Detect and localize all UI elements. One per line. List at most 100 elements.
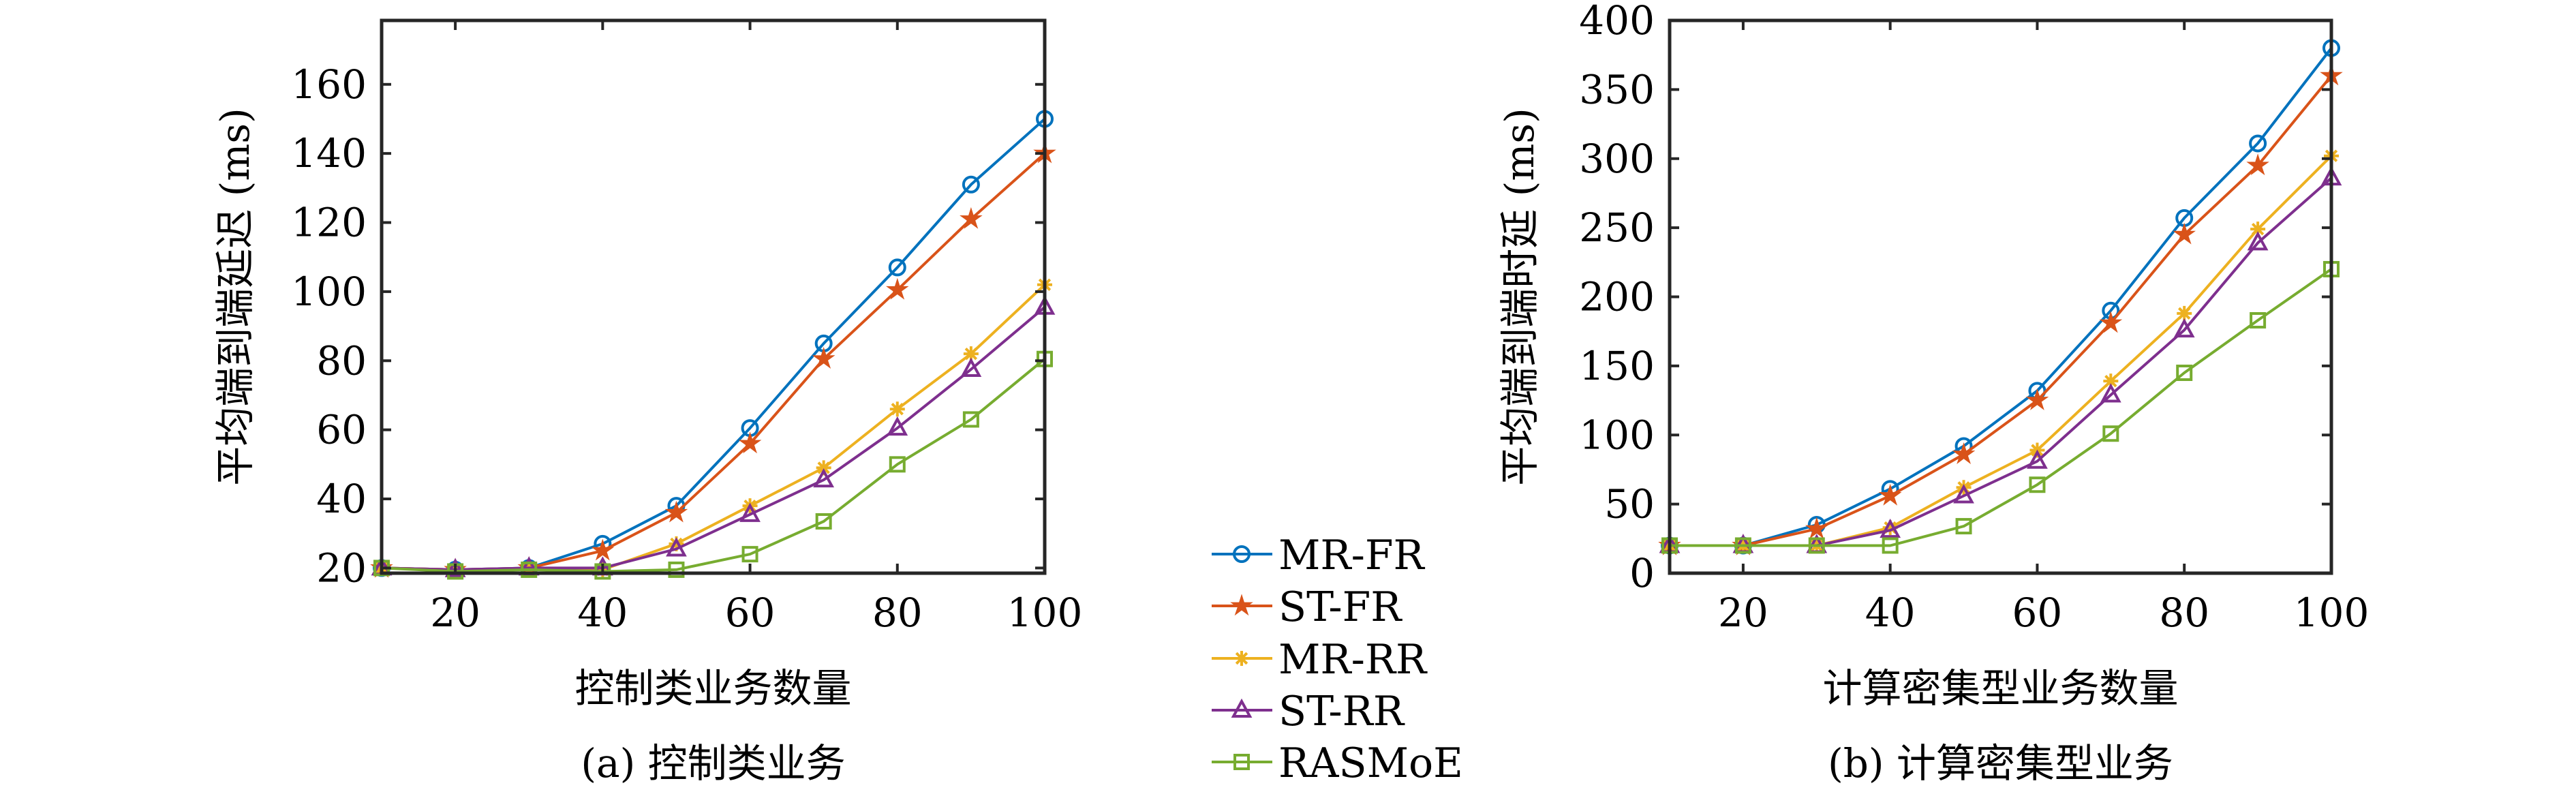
data-point [2250,311,2267,329]
data-point [887,416,908,436]
data-point [738,431,762,454]
x-tick-label: 60 [2012,590,2063,636]
series-mr-fr [373,110,1054,579]
legend-label: MR-FR [1278,532,1426,579]
data-point [664,500,688,523]
chart-caption: (a) 控制类业务 [581,740,845,787]
y-axis-label: 平均端到端时延 (ms) [1497,108,1543,485]
y-tick-label: 20 [316,545,367,591]
data-point [960,357,982,377]
data-point [2173,222,2196,245]
y-tick-label: 400 [1579,0,1655,44]
x-tick-label: 80 [2159,590,2209,636]
data-point [1955,518,1972,535]
data-point [444,558,466,577]
x-axis-label: 控制类业务数量 [574,665,851,712]
x-tick-label: 20 [430,590,480,636]
series-st-fr [370,141,1056,580]
x-tick-label: 20 [1718,590,1768,636]
data-point [813,468,835,488]
series-mr-rr [1662,148,2339,553]
y-tick-label: 300 [1579,136,1655,182]
legend-marker [1233,754,1250,770]
data-point [1882,537,1899,554]
data-point [2025,388,2049,410]
data-point [739,502,761,522]
x-tick-label: 60 [725,590,776,636]
series-line [1670,74,2333,547]
x-tick-label: 100 [1007,590,1083,636]
data-point [889,401,905,417]
y-tick-label: 140 [291,130,367,177]
data-point [963,346,979,362]
series-rasmoe [1661,260,2340,554]
series-line [381,284,1046,571]
data-point [2249,134,2267,153]
series-st-rr [371,295,1056,577]
data-point [2250,222,2266,237]
series-line [381,152,1046,571]
x-tick-label: 80 [872,590,923,636]
y-tick-label: 100 [1579,412,1655,458]
legend-label: MR-RR [1278,636,1428,684]
legend-item-st-rr: ST-RR [1212,688,1405,735]
y-tick-label: 150 [1579,343,1655,389]
legend-item-mr-rr: MR-RR [1212,636,1428,684]
data-point [888,258,906,277]
data-point [668,561,685,578]
y-axis-label: 平均端到端延迟 (ms) [212,108,258,485]
x-axis-label: 计算密集型业务数量 [1822,665,2178,712]
y-tick-label: 120 [291,200,367,246]
data-point [1953,484,1974,504]
y-tick-label: 40 [316,476,367,522]
y-tick-label: 80 [316,337,367,384]
data-point [2099,311,2123,333]
series-line [1670,177,2333,547]
data-point [591,538,615,561]
legend-label: ST-FR [1278,583,1402,631]
data-point [1952,442,1976,464]
data-point [889,456,906,473]
y-tick-label: 50 [1604,481,1655,528]
legend-item-rasmoe: RASMoE [1212,739,1463,787]
data-point [962,175,980,194]
plot-frame [380,18,1047,575]
data-point [815,513,832,530]
x-tick-label: 40 [1865,590,1916,636]
series-st-rr [1659,166,2342,553]
chart-caption: (b) 计算密集型业务 [1828,740,2173,787]
legend-marker [1233,545,1251,563]
legend-item-mr-fr: MR-FR [1212,532,1426,579]
series-line [381,306,1046,571]
data-point [812,347,835,369]
y-tick-label: 250 [1579,204,1655,251]
data-point [2247,231,2269,251]
legend-label: RASMoE [1278,739,1463,787]
series-line [381,358,1046,573]
data-point [886,277,909,300]
chart-a: 20 40 60 80 100 20 40 60 80 100 120 140 160 控制类业务数量 (a… [212,18,1083,787]
x-tick-label: 100 [2294,590,2370,636]
data-point [2246,153,2269,176]
series-mr-fr [1661,39,2340,555]
data-point [2029,476,2046,493]
data-point [1882,520,1898,536]
x-tick-label: 40 [577,590,628,636]
y-tick-label: 100 [291,269,367,315]
series-line [381,118,1046,571]
data-point [2102,425,2119,442]
data-point [666,537,687,557]
data-point [2173,318,2195,338]
y-tick-label: 200 [1579,274,1655,320]
legend-marker [1234,651,1249,666]
legend-label: ST-RR [1278,688,1405,735]
y-tick-label: 350 [1579,66,1655,112]
data-point [669,536,684,551]
data-point [1805,517,1828,539]
data-point [521,561,538,578]
series-line [1670,47,2333,547]
chart-b: 20 40 60 80 100 0 50 100 150 200 250 300 350 400 计算密集型… [1497,0,2369,787]
data-point [2100,383,2121,403]
